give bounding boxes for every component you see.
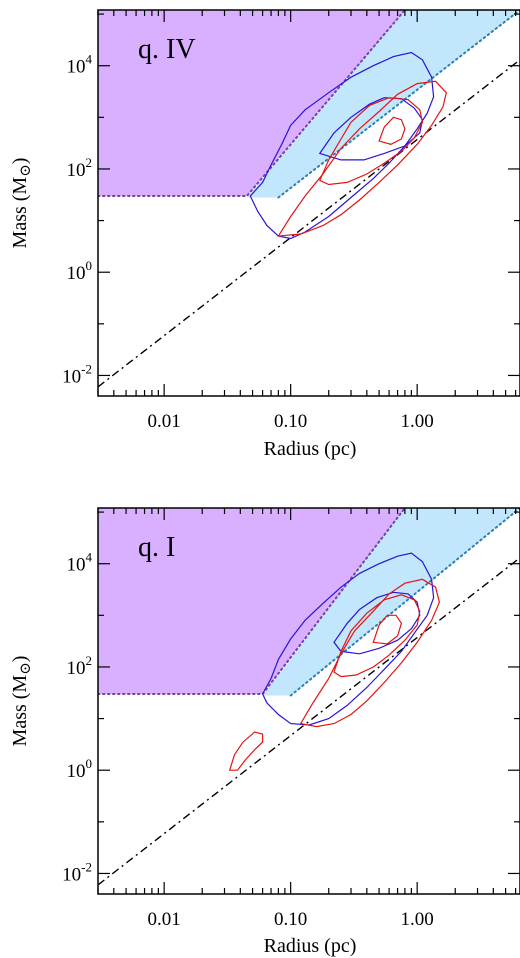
y-tick-label: 10-2: [62, 361, 92, 387]
dashdot-line: [98, 59, 520, 388]
x-tick-label: 1.00: [401, 411, 434, 432]
red-contour-1: [277, 80, 447, 237]
y-tick-label: 100: [67, 258, 93, 284]
x-axis-title: Radius (pc): [264, 935, 357, 957]
red-contour-1: [299, 578, 441, 728]
panel-2: 0.01 0.10 1.00 10-2 100 102 104 q. I Radius (pc)…: [9, 507, 520, 957]
blue-contour-1: [249, 51, 435, 240]
dotted-boundary-lower: [277, 10, 520, 199]
y-tick-label: 102: [67, 155, 93, 181]
x-tick-label: 0.01: [148, 411, 181, 432]
blue-band: [246, 10, 520, 198]
y-axis-title: Mass (M⊙): [9, 656, 34, 747]
y-tick-label: 10-2: [62, 859, 92, 885]
y-tick-label: 100: [67, 756, 93, 782]
panel-label: q. I: [138, 532, 175, 563]
blue-contour-1: [261, 552, 435, 726]
y-tick-label: 102: [67, 653, 93, 679]
plot-area: [98, 508, 520, 886]
panel-1: 0.01 0.10 1.00 10-2 100 102 104 q. IV Radius (pc…: [9, 9, 520, 460]
purple-region: [98, 10, 405, 196]
x-axis-title: Radius (pc): [264, 438, 357, 460]
y-axis-title: Mass (M⊙): [9, 158, 34, 249]
panel-label: q. IV: [138, 34, 196, 65]
red-contour-4: [228, 731, 264, 771]
x-tick-label: 0.10: [274, 909, 307, 930]
dotted-boundary-lower: [289, 508, 520, 697]
red-contour-2: [333, 594, 421, 678]
red-contour-2: [319, 97, 424, 186]
purple-region: [98, 508, 405, 694]
plot-frame: [97, 507, 520, 895]
y-tick-label: 104: [67, 550, 93, 576]
plot-area: [98, 10, 520, 388]
blue-band: [262, 508, 520, 696]
x-tick-label: 0.10: [274, 411, 307, 432]
dashdot-line: [98, 557, 520, 886]
x-tick-label: 0.01: [148, 909, 181, 930]
blue-contour-2: [318, 97, 424, 161]
plot-frame: [97, 9, 520, 397]
red-contour-3: [372, 614, 403, 645]
y-tick-label: 104: [67, 52, 93, 78]
x-tick-label: 1.00: [401, 909, 434, 930]
red-contour-3: [378, 116, 406, 145]
dotted-boundary-upper: [98, 10, 406, 197]
